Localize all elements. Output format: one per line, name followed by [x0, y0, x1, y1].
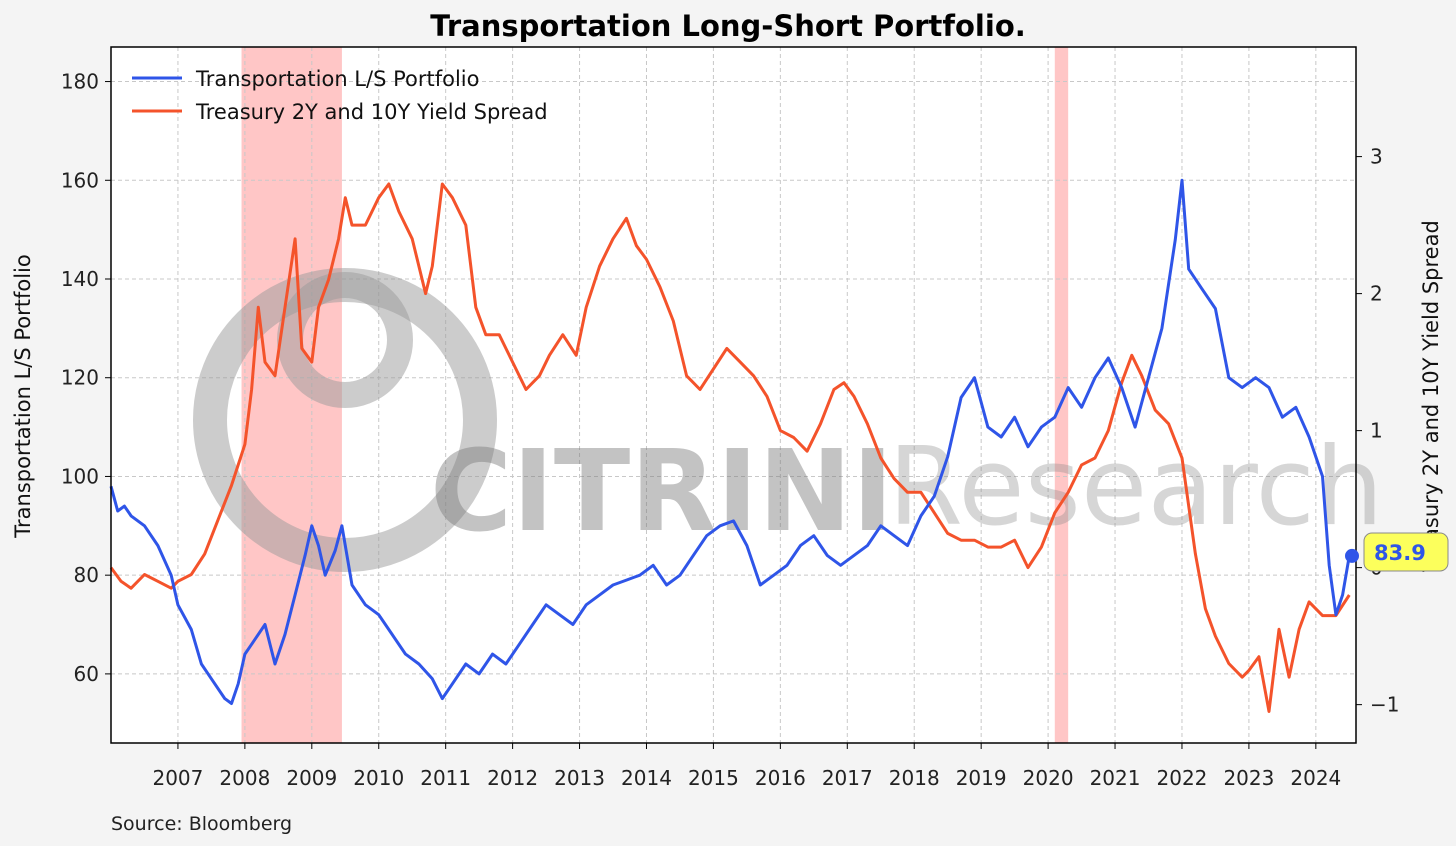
x-tick-label-2016: 2016 [755, 766, 806, 790]
watermark-logo-inner-icon [277, 272, 413, 408]
last-value-marker: 83.9 [1345, 532, 1449, 572]
x-tick-label-2013: 2013 [554, 766, 605, 790]
plot-frame [110, 46, 1357, 744]
recession-band-1 [1054, 47, 1069, 743]
last-value-label: 83.9 [1374, 541, 1426, 565]
x-tick-label-2010: 2010 [353, 766, 404, 790]
x-tick-label-2011: 2011 [420, 766, 471, 790]
x-tick-label-2007: 2007 [152, 766, 203, 790]
y-right-tick-label-1: 1 [1370, 419, 1383, 443]
x-tick-label-2022: 2022 [1157, 766, 1208, 790]
y-left-tick-label-80: 80 [74, 563, 99, 587]
x-tick-label-2008: 2008 [219, 766, 270, 790]
series-line-spread [109, 182, 1351, 713]
y-left-tick-label-160: 160 [61, 168, 99, 192]
watermark-text-light: Research [888, 425, 1383, 550]
y-left-tick-label-140: 140 [61, 267, 99, 291]
y-left-tick-label-100: 100 [61, 464, 99, 488]
legend-label-portfolio: Transportation L/S Portfolio [195, 67, 479, 91]
chart-title: Transportation Long-Short Portfolio. [430, 9, 1026, 43]
x-tick-label-2014: 2014 [621, 766, 672, 790]
y-right-tick-label-3: 3 [1370, 145, 1383, 169]
x-tick-label-2009: 2009 [286, 766, 337, 790]
y-axis-right-label: Treasury 2Y and 10Y Yield Spread [1419, 220, 1443, 573]
x-tick-label-2015: 2015 [688, 766, 739, 790]
watermark-text-strong: CITRINI [430, 427, 894, 557]
y-axis-left-ticks: 60 80 100 120 140 160 180 [61, 70, 111, 686]
y-axis-left-label: Transportation L/S Portfolio [11, 254, 35, 538]
y-left-tick-label-120: 120 [61, 366, 99, 390]
last-value-badge [1363, 532, 1449, 572]
y-right-tick-label--1: −1 [1370, 693, 1399, 717]
x-tick-label-2019: 2019 [956, 766, 1007, 790]
x-tick-label-2021: 2021 [1090, 766, 1141, 790]
y-left-tick-label-60: 60 [74, 662, 99, 686]
y-left-tick-label-180: 180 [61, 70, 99, 94]
x-tick-label-2017: 2017 [822, 766, 873, 790]
source-note: Source: Bloomberg [111, 813, 292, 835]
x-tick-label-2018: 2018 [889, 766, 940, 790]
series-line-portfolio [109, 178, 1351, 705]
legend: Transportation L/S Portfolio Treasury 2Y… [132, 67, 548, 124]
watermark: CITRINI Research [193, 268, 1383, 572]
x-tick-label-2023: 2023 [1223, 766, 1274, 790]
legend-label-spread: Treasury 2Y and 10Y Yield Spread [195, 100, 548, 124]
x-tick-label-2020: 2020 [1023, 766, 1074, 790]
x-tick-label-2024: 2024 [1290, 766, 1341, 790]
y-right-tick-label-2: 2 [1370, 282, 1383, 306]
x-axis-ticks: 2007 2008 2009 2010 2011 2012 2013 2014 2015 2016… [152, 743, 1341, 790]
x-tick-label-2012: 2012 [487, 766, 538, 790]
last-value-dot [1345, 548, 1359, 563]
